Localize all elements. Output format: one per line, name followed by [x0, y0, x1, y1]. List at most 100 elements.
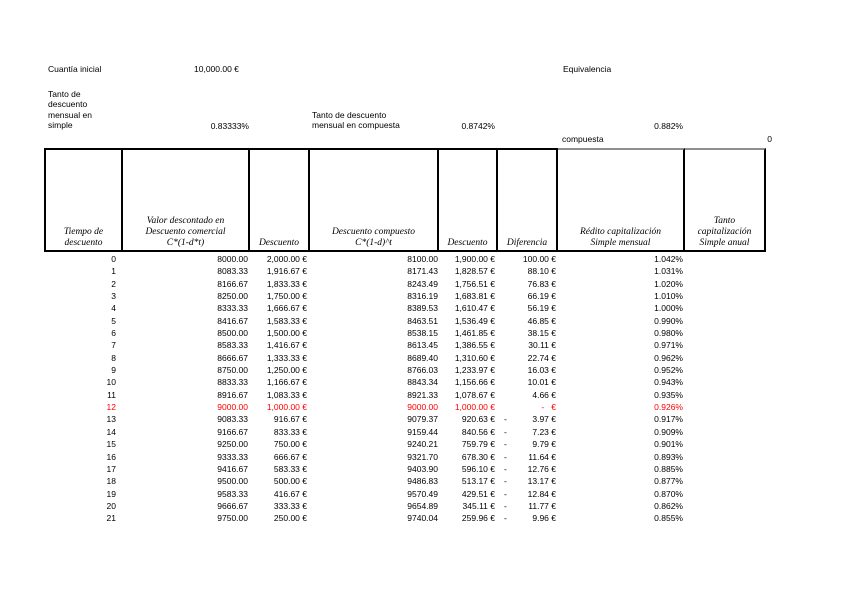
cell-valor-comercial: 9416.67 — [217, 463, 248, 474]
table-row: 16 9333.33 666.67 € 9321.70 678.30 € - 11.64 €… — [44, 451, 766, 463]
cell-tanto-anual — [685, 352, 766, 364]
cell-tiempo: 6 — [111, 328, 116, 339]
tanto-descuento-compuesta-value: 0.8742% — [461, 121, 495, 131]
cell-tiempo: 3 — [111, 291, 116, 302]
cell-valor-compuesto: 8389.53 — [407, 303, 438, 314]
cell-diferencia: 88.10 € — [498, 265, 558, 277]
equivalencia-value: 0.882% — [654, 121, 683, 131]
diferencia-value: 11.64 € — [528, 451, 556, 462]
cell-valor-comercial: 8500.00 — [217, 328, 248, 339]
cell-descuento-comercial: 1,916.67 € — [266, 266, 307, 277]
cell-tiempo: 16 — [106, 451, 116, 462]
cell-diferencia: 4.66 € — [498, 389, 558, 401]
cell-descuento-compuesto: 596.10 € — [461, 463, 495, 474]
cell-descuento-compuesto: 1,156.66 € — [454, 377, 495, 388]
cell-tanto-anual — [685, 413, 766, 425]
cell-descuento-comercial: 1,666.67 € — [266, 303, 307, 314]
table-row: 5 8416.67 1,583.33 € 8463.51 1,536.49 € 46.85… — [44, 315, 766, 327]
diferencia-value: 3.97 € — [532, 414, 556, 425]
cell-redito: 0.935% — [654, 389, 683, 400]
negative-sign: - — [504, 488, 507, 499]
diferencia-value: 76.83 € — [527, 278, 556, 289]
cell-descuento-compuesto: 920.63 € — [461, 414, 495, 425]
cell-tanto-anual — [685, 512, 766, 524]
cell-tanto-anual — [685, 265, 766, 277]
cell-tanto-anual — [685, 278, 766, 290]
cell-redito: 1.010% — [654, 291, 683, 302]
cell-valor-comercial: 8166.67 — [217, 278, 248, 289]
cell-tiempo: 9 — [111, 365, 116, 376]
cell-descuento-compuesto: 1,386.55 € — [454, 340, 495, 351]
cell-descuento-comercial: 416.67 € — [273, 488, 307, 499]
cell-descuento-compuesto: 259.96 € — [461, 513, 495, 524]
negative-sign: - — [504, 451, 507, 462]
cell-valor-compuesto: 8463.51 — [407, 315, 438, 326]
cell-tiempo: 15 — [106, 439, 116, 450]
cell-valor-comercial: 9750.00 — [217, 513, 248, 524]
cell-redito: 0.952% — [654, 365, 683, 376]
cell-valor-compuesto: 9321.70 — [407, 451, 438, 462]
cell-descuento-compuesto: 678.30 € — [461, 451, 495, 462]
cell-diferencia: - 3.97 € — [498, 413, 558, 425]
table-row: 18 9500.00 500.00 € 9486.83 513.17 € - 13.17 €… — [44, 475, 766, 487]
cell-descuento-comercial: 1,333.33 € — [266, 352, 307, 363]
cell-tiempo: 17 — [106, 463, 116, 474]
cell-tiempo: 4 — [111, 303, 116, 314]
cell-tiempo: 8 — [111, 352, 116, 363]
cell-valor-compuesto: 8100.00 — [407, 254, 438, 264]
cell-tanto-anual — [685, 339, 766, 351]
cell-descuento-comercial: 1,750.00 € — [266, 291, 307, 302]
cell-descuento-comercial: 666.67 € — [273, 451, 307, 462]
cell-tanto-anual — [685, 302, 766, 314]
cell-valor-compuesto: 8171.43 — [407, 266, 438, 277]
header-tiempo-descuento: Tiempo de descuento — [44, 148, 123, 250]
header-redito-capitalizacion: Rédito capitalización Simple mensual — [558, 148, 685, 250]
cell-tiempo: 1 — [111, 266, 116, 277]
cell-valor-compuesto: 8613.45 — [407, 340, 438, 351]
cell-diferencia: - 7.23 € — [498, 426, 558, 438]
cell-valor-compuesto: 9654.89 — [407, 500, 438, 511]
cell-redito: 0.926% — [654, 402, 683, 413]
cell-redito: 0.862% — [654, 500, 683, 511]
cell-valor-compuesto: 9740.04 — [407, 513, 438, 524]
cell-valor-comercial: 8666.67 — [217, 352, 248, 363]
cell-diferencia: 16.03 € — [498, 364, 558, 376]
cell-valor-comercial: 9583.33 — [217, 488, 248, 499]
cell-valor-comercial: 9083.33 — [217, 414, 248, 425]
diferencia-value: 16.03 € — [527, 365, 556, 376]
cell-valor-comercial: 8000.00 — [217, 254, 248, 264]
cell-tiempo: 0 — [111, 254, 116, 264]
cell-tanto-anual — [685, 426, 766, 438]
diferencia-value: 10.01 € — [527, 377, 556, 388]
cell-descuento-compuesto: 345.11 € — [462, 500, 495, 511]
cell-diferencia: - 9.96 € — [498, 512, 558, 524]
cell-descuento-comercial: 916.67 € — [273, 414, 307, 425]
cell-descuento-comercial: 1,583.33 € — [266, 315, 307, 326]
cell-diferencia: 66.19 € — [498, 290, 558, 302]
cell-tiempo: 19 — [106, 488, 116, 499]
cuantia-inicial-label: Cuantía inicial — [48, 64, 102, 74]
cell-valor-compuesto: 8689.40 — [407, 352, 438, 363]
cell-redito: 0.909% — [654, 426, 683, 437]
cell-diferencia: - 12.76 € — [498, 463, 558, 475]
table-row: 12 9000.00 1,000.00 € 9000.00 1,000.00 € - € 0… — [44, 401, 766, 413]
cell-tiempo: 12 — [106, 402, 116, 413]
cell-valor-comercial: 8583.33 — [217, 340, 248, 351]
cell-diferencia: 46.85 € — [498, 315, 558, 327]
diferencia-value: 12.76 € — [527, 463, 556, 474]
cell-tiempo: 2 — [111, 278, 116, 289]
compuesta-label: compuesta — [562, 134, 604, 144]
compuesta-value: 0 — [767, 134, 772, 144]
cell-diferencia: - 12.84 € — [498, 488, 558, 500]
cell-diferencia: 10.01 € — [498, 376, 558, 388]
cell-tiempo: 18 — [106, 476, 116, 487]
cell-tanto-anual — [685, 376, 766, 388]
cell-valor-comercial: 9166.67 — [217, 426, 248, 437]
cell-redito: 0.917% — [654, 414, 683, 425]
cell-valor-compuesto: 8538.15 — [407, 328, 438, 339]
cell-valor-comercial: 8750.00 — [217, 365, 248, 376]
diferencia-value: 100.00 € — [522, 254, 556, 264]
cell-tanto-anual — [685, 364, 766, 376]
negative-sign: - — [504, 463, 507, 474]
table-row: 6 8500.00 1,500.00 € 8538.15 1,461.85 € 38.15… — [44, 327, 766, 339]
